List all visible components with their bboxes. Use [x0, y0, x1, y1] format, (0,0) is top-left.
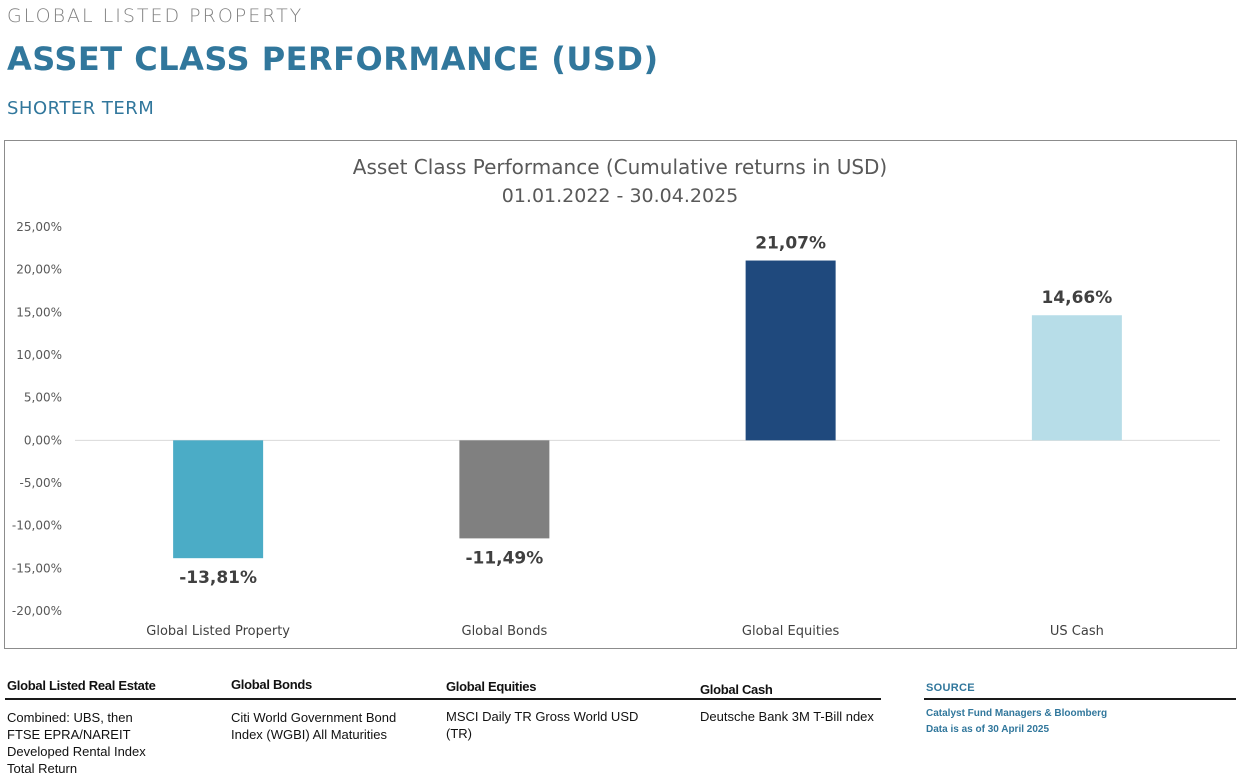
footer-col-heading: Global Equities [446, 679, 537, 694]
data-label: -11,49% [465, 548, 543, 568]
footer-legend: Global Listed Real Estate Global Bonds G… [0, 672, 1250, 782]
x-tick-label: Global Equities [742, 624, 840, 639]
chart-container: Asset Class Performance (Cumulative retu… [4, 140, 1237, 649]
footer-col-body: Deutsche Bank 3M T-Bill ndex [700, 709, 874, 724]
y-tick-label: 0,00% [24, 433, 62, 447]
footer-col-equities: Global Equities [446, 679, 536, 694]
bar-global-bonds [459, 440, 550, 539]
footer-source: SOURCE [926, 682, 975, 694]
y-tick-label: 25,00% [16, 220, 62, 234]
chart-title: Asset Class Performance (Cumulative retu… [353, 155, 887, 179]
bar-global-equities [745, 260, 836, 441]
bar-global-listed-property [173, 440, 264, 559]
x-tick-label: US Cash [1050, 624, 1104, 639]
y-tick-label: -15,00% [12, 561, 62, 575]
footer-col-body: Citi World Government Bond Index (WGBI) … [231, 710, 397, 742]
footer-col-bonds: Global Bonds [231, 677, 312, 692]
y-tick-label: 5,00% [24, 391, 62, 405]
data-label: -13,81% [179, 568, 257, 588]
section-eyebrow: GLOBAL LISTED PROPERTY [7, 5, 304, 27]
y-tick-label: -20,00% [12, 604, 62, 618]
y-tick-label: 15,00% [16, 305, 62, 319]
footer-divider [5, 698, 881, 700]
footer-col-real-estate: Global Listed Real Estate [7, 678, 156, 693]
footer-col-body: MSCI Daily TR Gross World USD (TR) [446, 709, 639, 741]
chart-subtitle: 01.01.2022 - 30.04.2025 [502, 185, 739, 207]
y-tick-label: 20,00% [16, 263, 62, 277]
y-tick-label: -5,00% [20, 476, 62, 490]
source-divider [924, 698, 1236, 700]
page-title: ASSET CLASS PERFORMANCE (USD) [7, 40, 659, 78]
footer-col-body: Combined: UBS, then FTSE EPRA/NAREIT Dev… [7, 710, 146, 776]
source-heading: SOURCE [926, 682, 975, 694]
footer-col-heading: Global Listed Real Estate [7, 678, 156, 693]
data-label: 14,66% [1041, 288, 1112, 308]
x-tick-label: Global Listed Property [146, 624, 290, 639]
bar-us-cash [1031, 315, 1122, 441]
footer-col-cash: Global Cash [700, 682, 773, 697]
y-tick-label: 10,00% [16, 348, 62, 362]
bar-chart: Asset Class Performance (Cumulative retu… [12, 155, 1220, 639]
x-tick-label: Global Bonds [462, 624, 548, 639]
source-body: Catalyst Fund Managers & Bloomberg Data … [926, 708, 1108, 735]
footer-col-heading: Global Bonds [231, 677, 312, 692]
footer-col-heading: Global Cash [700, 682, 773, 697]
y-tick-label: -10,00% [12, 519, 62, 533]
data-label: 21,07% [755, 234, 826, 254]
page-subtitle: SHORTER TERM [7, 98, 155, 119]
